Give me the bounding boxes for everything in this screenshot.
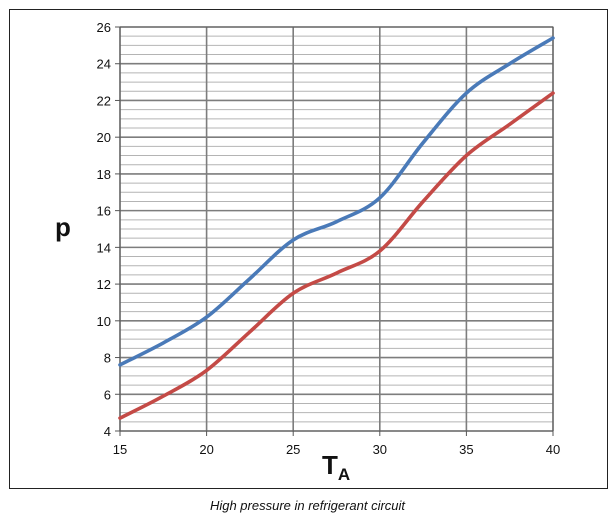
x-axis-label-subscript: A: [338, 465, 350, 484]
y-tick-label: 24: [97, 57, 111, 72]
y-tick-label: 4: [104, 424, 111, 439]
plot-border: [119, 26, 554, 432]
y-tick-label: 18: [97, 167, 111, 182]
lower-pressure-curve: [118, 91, 555, 420]
y-tick-label: 12: [97, 277, 111, 292]
y-tick-label: 14: [97, 240, 111, 255]
figure-caption: High pressure in refrigerant circuit: [209, 498, 406, 513]
y-axis-label: p: [55, 212, 71, 242]
upper-pressure-curve: [118, 36, 555, 367]
y-tick-label: 10: [97, 314, 111, 329]
x-tick-label: 40: [546, 442, 560, 457]
y-tick-label: 22: [97, 93, 111, 108]
x-axis-label-main: T: [322, 450, 338, 480]
y-tick-labels: 4 6 8 10 12 14 16 18 20 22 24 26: [97, 20, 120, 439]
x-tick-labels: 15 20 25 30 35 40: [113, 431, 560, 457]
y-tick-label: 16: [97, 204, 111, 219]
y-tick-label: 26: [97, 20, 111, 35]
y-tick-label: 8: [104, 351, 111, 366]
series-layer: [118, 36, 555, 420]
x-tick-label: 25: [286, 442, 300, 457]
x-tick-label: 20: [199, 442, 213, 457]
figure-frame: [9, 9, 608, 489]
y-tick-label: 6: [104, 387, 111, 402]
minor-gridlines: [120, 35, 553, 423]
x-tick-label: 35: [459, 442, 473, 457]
x-tick-label: 30: [373, 442, 387, 457]
pressure-chart: 15 20 25 30 35 40 4 6 8 10 12 14 16 18 20 22 24 26 p TA: [55, 20, 560, 484]
x-axis-label: TA: [322, 450, 350, 484]
x-tick-label: 15: [113, 442, 127, 457]
y-tick-label: 20: [97, 130, 111, 145]
